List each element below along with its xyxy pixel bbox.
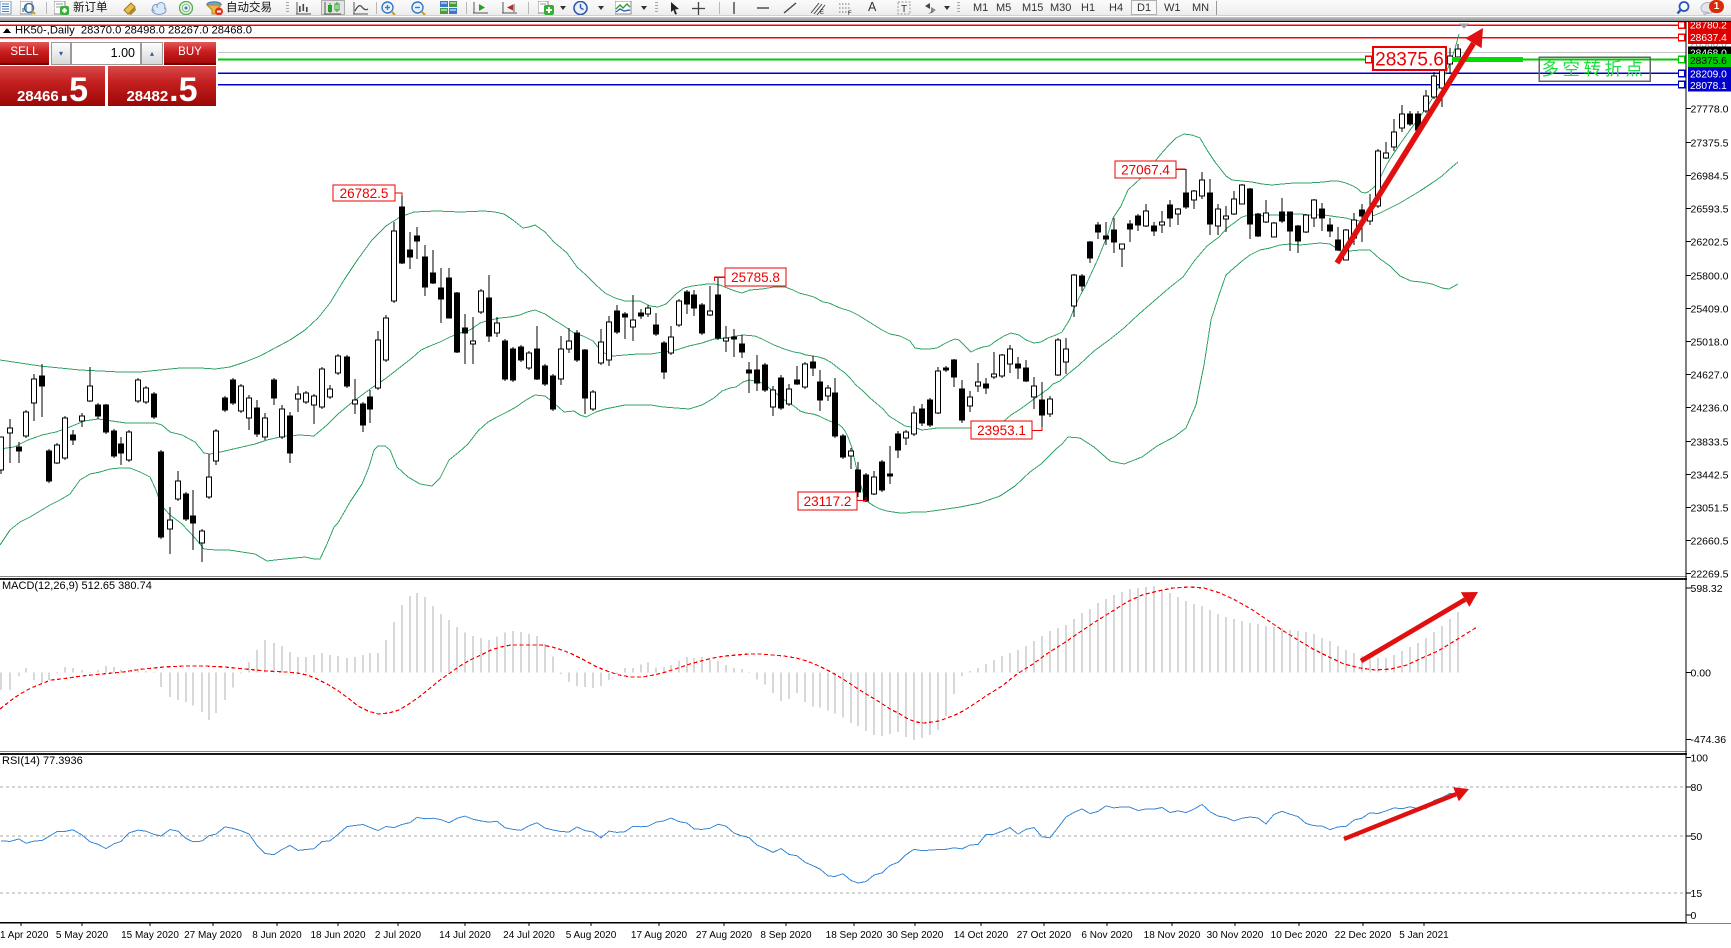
- svg-text:15 May 2020: 15 May 2020: [121, 930, 179, 941]
- svg-text:24627.0: 24627.0: [1691, 369, 1729, 381]
- svg-text:30 Nov 2020: 30 Nov 2020: [1207, 930, 1264, 941]
- svg-text:26593.5: 26593.5: [1691, 203, 1729, 215]
- svg-text:0: 0: [1691, 910, 1697, 922]
- svg-text:28078.1: 28078.1: [1690, 81, 1727, 92]
- svg-text:18 Jun 2020: 18 Jun 2020: [310, 930, 365, 941]
- svg-text:598.32: 598.32: [1691, 583, 1723, 595]
- svg-text:1 Apr 2020: 1 Apr 2020: [0, 930, 49, 941]
- svg-text:22660.5: 22660.5: [1691, 535, 1729, 547]
- svg-text:27 May 2020: 27 May 2020: [184, 930, 242, 941]
- svg-text:5 May 2020: 5 May 2020: [56, 930, 109, 941]
- svg-text:100: 100: [1691, 752, 1709, 764]
- svg-text:27067.4: 27067.4: [1121, 162, 1170, 177]
- svg-text:F: F: [848, 11, 852, 15]
- svg-text:23833.5: 23833.5: [1691, 436, 1729, 448]
- svg-text:14 Oct 2020: 14 Oct 2020: [954, 930, 1009, 941]
- svg-text:50: 50: [1691, 831, 1703, 843]
- svg-text:27375.5: 27375.5: [1691, 137, 1729, 149]
- svg-text:23051.5: 23051.5: [1691, 502, 1729, 514]
- svg-text:MACD(12,26,9) 512.65 380.74: MACD(12,26,9) 512.65 380.74: [2, 580, 152, 592]
- svg-text:28560.0: 28560.0: [1690, 39, 1727, 50]
- svg-text:80: 80: [1691, 782, 1703, 794]
- svg-text:26202.5: 26202.5: [1691, 236, 1729, 248]
- svg-text:28375.6: 28375.6: [1690, 56, 1727, 67]
- svg-text:28209.0: 28209.0: [1690, 69, 1727, 80]
- svg-text:25409.0: 25409.0: [1691, 303, 1729, 315]
- svg-text:E: E: [820, 10, 824, 15]
- svg-text:25800.0: 25800.0: [1691, 270, 1729, 282]
- svg-text:18 Nov 2020: 18 Nov 2020: [1144, 930, 1201, 941]
- svg-text:22 Dec 2020: 22 Dec 2020: [1335, 930, 1392, 941]
- svg-text:23953.1: 23953.1: [977, 423, 1026, 438]
- svg-text:25018.0: 25018.0: [1691, 336, 1729, 348]
- svg-text:23117.2: 23117.2: [804, 494, 852, 509]
- svg-text:0.00: 0.00: [1691, 667, 1712, 679]
- svg-text:15: 15: [1691, 888, 1703, 900]
- svg-text:30 Sep 2020: 30 Sep 2020: [887, 930, 944, 941]
- svg-text:28375.6: 28375.6: [1375, 49, 1444, 70]
- svg-text:T: T: [901, 4, 907, 15]
- svg-text:5 Aug 2020: 5 Aug 2020: [566, 930, 617, 941]
- svg-text:-474.36: -474.36: [1691, 734, 1727, 746]
- svg-text:10 Dec 2020: 10 Dec 2020: [1271, 930, 1328, 941]
- svg-text:14 Jul 2020: 14 Jul 2020: [439, 930, 491, 941]
- svg-text:27 Aug 2020: 27 Aug 2020: [696, 930, 753, 941]
- svg-text:多空转折点: 多空转折点: [1542, 59, 1647, 79]
- svg-text:8 Sep 2020: 8 Sep 2020: [760, 930, 812, 941]
- svg-text:2 Jul 2020: 2 Jul 2020: [375, 930, 422, 941]
- svg-text:6 Nov 2020: 6 Nov 2020: [1081, 930, 1133, 941]
- svg-text:24236.0: 24236.0: [1691, 402, 1729, 414]
- svg-text:HK50-,Daily 28370.0 28498.0 2: HK50-,Daily 28370.0 28498.0 28267.0 2846…: [15, 25, 252, 37]
- svg-text:5 Jan 2021: 5 Jan 2021: [1399, 930, 1449, 941]
- svg-text:23442.5: 23442.5: [1691, 469, 1729, 481]
- svg-text:22269.5: 22269.5: [1691, 568, 1729, 580]
- svg-text:26782.5: 26782.5: [340, 186, 389, 201]
- svg-text:18 Sep 2020: 18 Sep 2020: [826, 930, 883, 941]
- svg-text:RSI(14) 77.3936: RSI(14) 77.3936: [2, 755, 83, 767]
- svg-text:25785.8: 25785.8: [731, 270, 780, 285]
- svg-text:28637.4: 28637.4: [1690, 33, 1727, 44]
- svg-text:8 Jun 2020: 8 Jun 2020: [252, 930, 302, 941]
- svg-text:28780.2: 28780.2: [1690, 21, 1727, 32]
- svg-text:27 Oct 2020: 27 Oct 2020: [1017, 930, 1072, 941]
- svg-text:24 Jul 2020: 24 Jul 2020: [503, 930, 555, 941]
- svg-text:26984.5: 26984.5: [1691, 170, 1729, 182]
- svg-text:17 Aug 2020: 17 Aug 2020: [631, 930, 688, 941]
- svg-text:27778.0: 27778.0: [1691, 103, 1729, 115]
